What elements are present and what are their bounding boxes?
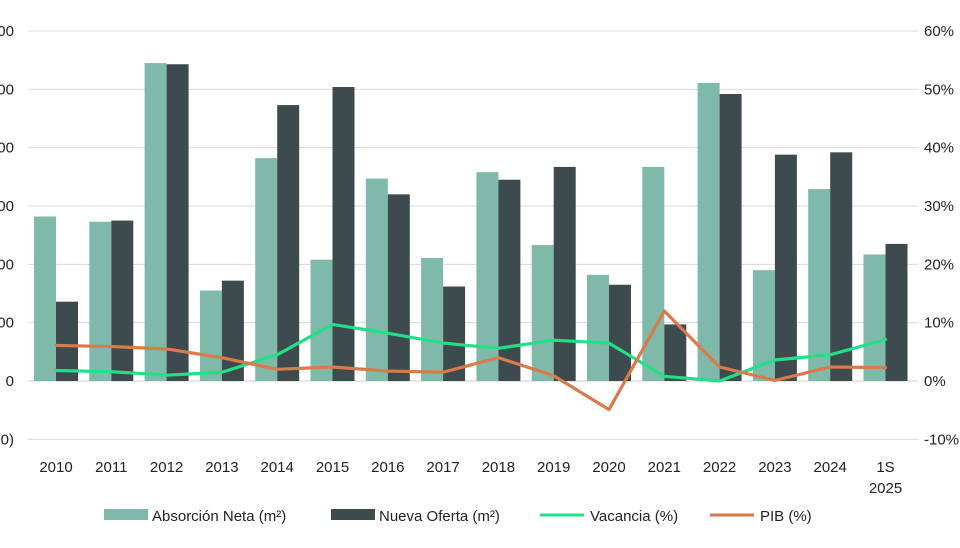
right-axis-ticks: -10% 0% 10% 20% 30% 40% 50% 60%	[924, 23, 959, 448]
bar-oferta-2024	[830, 152, 853, 381]
x-tick-label: 2014	[261, 459, 294, 476]
legend-label: Absorción Neta (m²)	[152, 508, 286, 525]
legend-swatch	[331, 509, 375, 520]
legend-oferta: Nueva Oferta (m²)	[331, 508, 500, 525]
x-tick-label: 2010	[39, 459, 72, 476]
line-pib	[54, 309, 888, 412]
bar-oferta-2017	[443, 286, 466, 381]
bar-oferta-2011	[111, 220, 134, 381]
right-tick-label: 30%	[924, 198, 954, 215]
x-tick-label: 2015	[316, 459, 349, 476]
legend-absorcion: Absorción Neta (m²)	[104, 508, 286, 525]
right-tick-label: 20%	[924, 256, 954, 273]
bar-absorcion-2017	[421, 257, 444, 381]
x-tick-label: 2023	[758, 459, 791, 476]
bar-absorcion-2013	[199, 290, 222, 381]
bar-absorcion-2012	[144, 63, 167, 381]
x-tick-label: 2021	[648, 459, 681, 476]
bar-absorcion-2019	[531, 245, 554, 381]
right-tick-label: 0%	[924, 373, 946, 390]
left-tick-label: (100)	[0, 431, 14, 448]
bar-oferta-2022	[719, 94, 742, 381]
x-tick-label: 2024	[814, 459, 847, 476]
left-tick-label: 300	[0, 198, 14, 215]
right-tick-label: 50%	[924, 81, 954, 98]
bar-oferta-2015	[332, 87, 355, 381]
bar-absorcion-1S-2025	[863, 254, 886, 381]
legend-vacancia: Vacancia (%)	[540, 508, 678, 525]
left-tick-label: 100	[0, 315, 14, 332]
bar-oferta-2023	[774, 154, 797, 381]
x-tick-label: 2012	[150, 459, 183, 476]
x-tick-label: 2019	[537, 459, 570, 476]
line-vacancia	[54, 322, 888, 383]
x-axis-ticks: 2010 2011 2012 2013 2014 2015 2016 2017 2018 2019…	[39, 459, 902, 497]
left-axis-ticks: (100) 0 100 200 300 400 500 600	[0, 23, 14, 448]
left-tick-label: 0	[6, 373, 14, 390]
left-tick-label: 200	[0, 256, 14, 273]
bar-oferta-2013	[221, 280, 244, 381]
legend-label: Vacancia (%)	[590, 508, 678, 525]
legend-swatch	[104, 509, 148, 520]
bar-absorcion-2011	[89, 221, 112, 381]
left-tick-label: 600	[0, 23, 14, 40]
legend-pib: PIB (%)	[710, 508, 812, 525]
bar-absorcion-2024	[808, 189, 831, 381]
bars	[34, 63, 908, 382]
bar-absorcion-2018	[476, 172, 499, 381]
bar-oferta-2021	[664, 324, 687, 381]
x-tick-label: 2022	[703, 459, 736, 476]
legend-label: Nueva Oferta (m²)	[379, 508, 500, 525]
bar-absorcion-2020	[587, 274, 609, 381]
bar-oferta-2010	[56, 301, 78, 381]
right-tick-label: 60%	[924, 23, 954, 40]
x-tick-label: 2018	[482, 459, 515, 476]
left-tick-label: 500	[0, 81, 14, 98]
x-tick-label: 2011	[95, 459, 127, 476]
x-tick-label: 2020	[592, 459, 625, 476]
right-tick-label: 40%	[924, 140, 954, 157]
bar-absorcion-2015	[310, 259, 333, 381]
bar-oferta-2020	[609, 284, 631, 381]
bar-oferta-1S-2025	[885, 243, 908, 381]
x-tick-label: 2017	[426, 459, 459, 476]
x-tick-label: 1S 2025	[869, 459, 902, 497]
right-tick-label: 10%	[924, 315, 954, 332]
bar-absorcion-2016	[365, 178, 388, 381]
series-lines	[54, 309, 888, 412]
bar-absorcion-2010	[34, 216, 56, 381]
bar-oferta-2018	[498, 179, 521, 381]
x-tick-label: 2016	[371, 459, 404, 476]
bar-absorcion-2014	[255, 158, 278, 381]
bar-absorcion-2023	[752, 270, 775, 381]
bar-absorcion-2022	[697, 82, 720, 382]
left-tick-label: 400	[0, 140, 14, 157]
bar-oferta-2016	[387, 194, 410, 381]
right-tick-label: -10%	[924, 431, 959, 448]
bar-oferta-2019	[553, 166, 576, 381]
bar-oferta-2014	[277, 105, 300, 381]
x-tick-label: 2013	[205, 459, 238, 476]
legend-label: PIB (%)	[760, 508, 812, 525]
bar-absorcion-2021	[642, 166, 665, 381]
bar-oferta-2012	[166, 64, 189, 381]
legend: Absorción Neta (m²) Nueva Oferta (m²) Vaca…	[104, 508, 812, 525]
